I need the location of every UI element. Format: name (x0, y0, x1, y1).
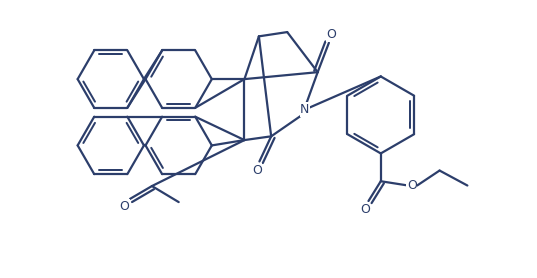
Text: O: O (326, 28, 337, 41)
Text: N: N (300, 103, 309, 116)
Text: O: O (360, 203, 369, 215)
Text: O: O (407, 179, 417, 192)
Text: O: O (119, 200, 129, 213)
Text: O: O (252, 163, 262, 177)
